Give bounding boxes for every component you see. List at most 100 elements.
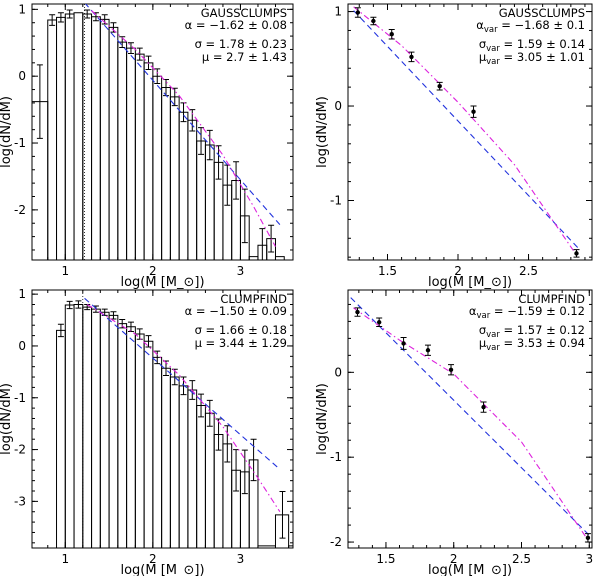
y-tick-label: 1 [18, 2, 26, 16]
error-bar [206, 399, 213, 427]
histogram-bin [161, 87, 171, 260]
x-tick-label: 3 [237, 552, 245, 566]
y-tick-label: -2 [14, 443, 26, 457]
x-tick-label: 2 [149, 552, 157, 566]
fit-parameter-value: = 2.7 ± 1.43 [209, 50, 287, 64]
fit-parameter-symbol: σ [479, 37, 486, 51]
x-tick-label: 2 [450, 552, 458, 566]
error-bar [101, 308, 108, 316]
histogram-bin [169, 376, 180, 548]
data-point [371, 18, 376, 24]
histogram-bin [152, 356, 163, 548]
x-tick-label: 1 [61, 264, 69, 278]
histogram-bin [187, 119, 198, 260]
x-tick-label: 2 [454, 264, 462, 278]
histogram-bin [73, 304, 84, 548]
fit-parameter-subscript: var [486, 330, 500, 340]
plot-area [32, 4, 293, 260]
method-label: CLUMPFIND [518, 292, 585, 306]
fit-parameter-value: = 3.05 ± 1.01 [500, 50, 585, 64]
histogram-bin [64, 304, 75, 548]
power-law-fit-line [353, 10, 579, 249]
error-bar [233, 161, 240, 200]
x-tick-label: 1 [61, 552, 69, 566]
y-tick-label: 0 [18, 69, 26, 83]
fit-parameter: μ = 3.44 ± 1.29 [195, 336, 287, 350]
error-bar [57, 12, 64, 23]
histogram-bin [143, 62, 154, 260]
histogram-bin [126, 47, 136, 260]
error-bar [206, 129, 213, 161]
y-tick-label: -2 [330, 535, 342, 549]
fit-parameter: σvar = 1.59 ± 0.14 [479, 37, 585, 54]
y-tick-label: -1 [14, 391, 26, 405]
histogram-bin [91, 16, 101, 260]
histogram-bin [117, 323, 128, 548]
error-bar [154, 68, 161, 85]
histogram-bin [134, 333, 145, 548]
method-label: GAUSSCLUMPS [499, 6, 585, 20]
histogram-bin [169, 96, 180, 260]
error-bar [145, 335, 152, 348]
histogram-bin [196, 140, 206, 260]
plot-area [56, 290, 293, 548]
histogram-bin [288, 545, 293, 548]
histogram-bin [99, 18, 110, 260]
fit-parameter-symbol: α [185, 18, 193, 32]
y-tick-label: 0 [334, 99, 342, 113]
fit-parameter-symbol: μ [479, 50, 487, 64]
histogram-bin [178, 385, 189, 548]
error-bar [84, 304, 91, 311]
x-tick-label: 2.5 [512, 552, 531, 566]
plot-area [353, 6, 580, 258]
y-tick-label: 1 [18, 287, 26, 301]
fit-parameter: σvar = 1.57 ± 0.12 [479, 323, 585, 340]
error-bar [127, 42, 134, 54]
y-tick-label: 1 [334, 5, 342, 19]
plot-frame [31, 289, 294, 549]
x-axis-label: log(M [M_⊙]) [428, 563, 512, 576]
fit-parameter-subscript: var [486, 343, 500, 353]
panel-d: 1.5 2 2.5 3 -2 -1 0 log(M [M_⊙]) log(dN/dM) CLUMP… [315, 289, 593, 576]
fit-parameter: μ = 2.7 ± 1.43 [202, 50, 287, 64]
error-bar [136, 47, 143, 61]
error-bar [215, 418, 222, 451]
power-law-fit-line [84, 4, 281, 225]
y-tick-label: -1 [14, 136, 26, 150]
error-bar [49, 14, 56, 26]
histogram-bin [204, 144, 215, 260]
y-tick-label: 0 [334, 365, 342, 379]
histogram-bin [82, 306, 93, 548]
error-bar [84, 9, 91, 19]
fit-parameter: μvar = 3.05 ± 1.01 [479, 50, 585, 67]
fit-parameter-symbol: α [469, 304, 477, 318]
fit-parameter-subscript: var [486, 44, 500, 54]
histogram-bin [91, 308, 101, 548]
histogram-bin [126, 326, 136, 548]
power-law-fit-line [350, 297, 590, 536]
panel-c: 1 2 3 -3 -2 -1 0 1 log(M [M_⊙]) log(dN/dM) CLUMPFI… [0, 287, 294, 576]
fit-parameter-subscript: var [486, 57, 500, 67]
histogram-bin [152, 75, 163, 260]
fit-parameter: σ = 1.66 ± 0.18 [195, 323, 287, 337]
fit-parameter-symbol: μ [479, 336, 487, 350]
error-bar [57, 323, 64, 338]
plot-frame [347, 289, 593, 549]
histogram-bin [47, 19, 58, 260]
histogram-bin [143, 340, 154, 548]
data-point [409, 54, 414, 60]
histogram-bin [56, 329, 66, 548]
error-bar [279, 491, 286, 539]
data-point [448, 367, 454, 372]
histogram-bin [108, 314, 119, 548]
data-point [574, 251, 579, 256]
x-tick-label: 3 [237, 264, 245, 278]
y-tick-label: -2 [14, 203, 26, 217]
fit-parameter-value: = 3.44 ± 1.29 [202, 336, 287, 350]
fit-parameter-subscript: var [477, 311, 491, 321]
x-tick-label: 2.5 [519, 264, 538, 278]
fit-parameter-symbol: σ [195, 323, 202, 337]
fit-parameter: αvar = −1.59 ± 0.12 [469, 304, 585, 321]
fit-parameter: σ = 1.78 ± 0.23 [195, 37, 287, 51]
lognormal-fit-line [86, 304, 281, 513]
